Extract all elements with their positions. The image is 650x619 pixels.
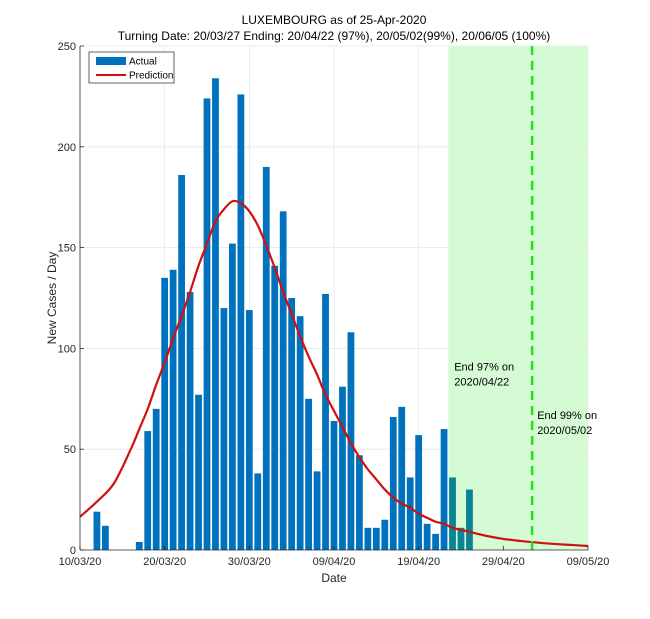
y-tick-label: 200 xyxy=(58,142,76,154)
x-axis-label: Date xyxy=(321,571,347,585)
y-axis-label: New Cases / Day xyxy=(45,252,59,345)
bar-actual xyxy=(220,308,228,550)
x-tick-label: 09/05/20 xyxy=(567,556,610,568)
bar-actual xyxy=(415,435,423,550)
bar-actual xyxy=(406,477,414,550)
bar-actual xyxy=(186,291,194,550)
bar-actual xyxy=(102,525,109,550)
bar-actual xyxy=(178,175,185,551)
prediction-line xyxy=(79,199,589,548)
bar-actual xyxy=(245,310,253,550)
legend-actual-label: Actual xyxy=(129,57,157,68)
bar-actual xyxy=(389,416,397,550)
bar-actual xyxy=(449,477,456,550)
legend: Actual Prediction xyxy=(88,51,175,84)
bar-actual xyxy=(398,406,406,550)
bar-actual xyxy=(288,298,296,550)
bar-actual xyxy=(254,473,262,550)
bar-actual xyxy=(229,243,236,550)
bar-actual xyxy=(152,408,160,550)
y-tick-label: 250 xyxy=(58,41,76,53)
bar-actual xyxy=(296,316,304,550)
bar-actual xyxy=(381,519,389,550)
bar-actual xyxy=(144,431,152,550)
bar-actual xyxy=(432,533,439,550)
annotation-text: End 97% on xyxy=(454,362,514,374)
y-tick-label: 0 xyxy=(70,545,76,557)
bar-actual xyxy=(161,277,169,550)
bar-actual xyxy=(364,527,372,550)
annotation-text: 2020/05/02 xyxy=(537,425,592,437)
bar-actual xyxy=(271,265,279,550)
bar-actual xyxy=(339,386,346,550)
bar-actual xyxy=(313,471,321,550)
x-tick-label: 29/04/20 xyxy=(482,556,525,568)
chart-subtitle: Turning Date: 20/03/27 Ending: 20/04/22 … xyxy=(118,29,551,43)
bar-actual xyxy=(212,78,219,551)
x-tick-label: 09/04/20 xyxy=(313,556,356,568)
chart-title: LUXEMBOURG as of 25-Apr-2020 xyxy=(242,13,427,27)
bar-actual xyxy=(237,94,245,550)
bar-actual xyxy=(195,394,202,550)
x-tick-label: 19/04/20 xyxy=(397,556,440,568)
legend-prediction-label: Prediction xyxy=(129,71,173,82)
annotation-text: End 99% on xyxy=(537,410,597,422)
bar-actual xyxy=(330,420,338,550)
annotation-text: 2020/04/22 xyxy=(454,377,509,389)
x-tick-label: 30/03/20 xyxy=(228,556,271,568)
shaded-ending-region xyxy=(448,46,588,550)
bar-actual xyxy=(203,98,211,550)
bar-actual xyxy=(457,527,465,550)
bar-actual xyxy=(322,293,329,550)
y-tick-label: 100 xyxy=(58,343,76,355)
legend-actual-swatch xyxy=(96,57,126,65)
y-tick-label: 50 xyxy=(64,444,76,456)
bar-actual xyxy=(372,527,380,550)
bar-actual xyxy=(466,489,473,550)
bar-actual xyxy=(305,398,312,550)
x-tick-label: 10/03/20 xyxy=(59,556,102,568)
bar-actual xyxy=(356,455,363,550)
bar-actual xyxy=(135,541,143,550)
bar-actual xyxy=(169,269,177,550)
bar-actual xyxy=(262,166,270,550)
bar-actual xyxy=(93,511,101,550)
bar-actual xyxy=(440,429,448,550)
y-tick-label: 150 xyxy=(58,243,76,255)
bar-actual xyxy=(279,211,287,550)
bar-actual xyxy=(423,523,431,550)
x-tick-label: 20/03/20 xyxy=(143,556,186,568)
